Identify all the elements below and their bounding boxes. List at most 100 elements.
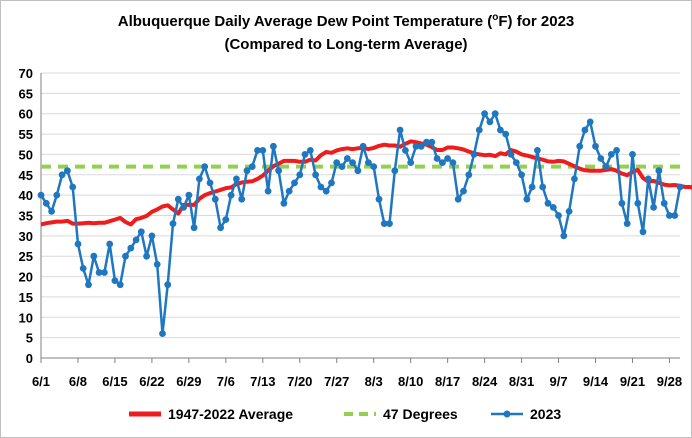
y-tick-label: 45: [19, 168, 33, 183]
data-point-2023: [502, 130, 510, 138]
data-point-2023: [101, 269, 108, 276]
data-point-2023: [153, 261, 161, 268]
data-point-2023: [549, 204, 557, 211]
data-point-2023: [238, 195, 246, 203]
data-point-2023: [402, 147, 409, 154]
x-axis: 6/1 6/8 6/15 6/22 6/29 7/6 7/13 7/20 7/27 8/3 8/10…: [32, 357, 682, 389]
data-point-2023: [417, 142, 425, 150]
data-point-2023: [164, 281, 172, 289]
data-point-2023: [259, 147, 267, 154]
data-point-2023: [544, 199, 552, 207]
x-tick-label: 9/14: [583, 374, 609, 389]
data-point-2023: [634, 199, 642, 207]
data-point-2023: [328, 179, 335, 187]
x-tick-label: 9/21: [620, 374, 645, 389]
data-point-2023: [359, 142, 367, 150]
y-tick-label: 0: [26, 351, 33, 366]
y-tick-label: 60: [19, 107, 33, 122]
data-point-2023: [433, 155, 441, 162]
data-point-2023: [650, 204, 657, 211]
data-point-2023: [629, 151, 636, 158]
data-point-2023: [74, 240, 82, 248]
data-point-2023: [343, 155, 351, 162]
legend-item-2023: 2023: [490, 403, 561, 425]
x-tick-label: 8/3: [365, 374, 383, 389]
data-point-2023: [217, 224, 225, 232]
data-point-2023: [465, 171, 473, 179]
data-point-2023: [571, 175, 578, 183]
y-tick-label: 30: [19, 229, 33, 244]
data-point-2023: [312, 171, 319, 179]
data-point-2023: [528, 183, 536, 191]
data-point-2023: [306, 147, 314, 154]
data-point-2023: [116, 281, 124, 289]
data-point-2023: [639, 228, 647, 236]
x-tick-label: 7/6: [217, 374, 235, 389]
data-point-2023: [602, 163, 610, 171]
data-point-2023: [222, 216, 230, 224]
data-point-2023: [576, 142, 584, 150]
y-tick-label: 35: [19, 209, 33, 224]
data-point-2023: [206, 179, 214, 187]
y-tick-label: 25: [19, 249, 33, 264]
data-point-2023: [85, 281, 92, 289]
data-point-2023: [449, 159, 457, 167]
data-point-2023: [523, 195, 531, 203]
data-point-2023: [243, 167, 251, 175]
data-point-2023: [333, 159, 341, 167]
data-point-2023: [285, 187, 293, 195]
data-point-2023: [137, 228, 145, 236]
data-point-2023: [518, 171, 525, 179]
y-tick-label: 20: [19, 270, 33, 285]
x-tick-label: 9/7: [549, 374, 567, 389]
data-point-2023: [607, 151, 615, 158]
data-point-2023: [486, 118, 494, 126]
data-point-2023: [317, 183, 325, 191]
data-point-2023: [666, 212, 673, 219]
y-tick-label: 10: [19, 310, 33, 325]
data-point-2023: [338, 163, 346, 171]
x-tick-label: 8/24: [472, 374, 498, 389]
x-tick-label: 6/29: [176, 374, 201, 389]
legend-label-reference: 47 Degrees: [383, 406, 458, 422]
x-tick-label: 6/1: [32, 374, 50, 389]
data-point-2023: [169, 220, 177, 228]
data-point-2023: [428, 138, 436, 146]
data-point-2023: [148, 232, 156, 240]
legend-label-2023: 2023: [530, 406, 562, 422]
data-point-2023: [132, 236, 140, 244]
data-point-2023: [42, 199, 50, 207]
data-point-2023: [586, 118, 594, 126]
x-tick-label: 7/13: [250, 374, 275, 389]
data-point-2023: [64, 167, 71, 175]
data-point-2023: [233, 175, 240, 183]
legend-item-reference: 47 Degrees: [343, 403, 458, 425]
data-point-2023: [90, 252, 98, 260]
legend: 1947-2022 Average 47 Degrees 2023: [0, 403, 692, 425]
data-point-2023: [565, 208, 573, 215]
data-point-2023: [507, 151, 515, 158]
legend-label-average: 1947-2022 Average: [168, 406, 294, 422]
data-point-2023: [270, 142, 277, 150]
data-point-2023: [296, 171, 304, 179]
data-point-2023: [106, 240, 114, 248]
x-tick-label: 8/17: [435, 374, 460, 389]
data-point-2023: [555, 212, 562, 219]
data-point-2023: [227, 191, 235, 199]
data-point-2023: [512, 159, 520, 167]
data-point-2023: [597, 155, 605, 162]
x-tick-label: 7/20: [287, 374, 312, 389]
data-point-2023: [58, 171, 66, 179]
data-point-2023: [174, 195, 182, 203]
data-point-2023: [539, 183, 547, 191]
y-tick-label: 65: [19, 86, 33, 101]
data-point-2023: [301, 151, 309, 158]
data-point-2023: [354, 167, 362, 175]
data-point-2023: [111, 277, 119, 284]
x-tick-label: 8/10: [398, 374, 423, 389]
data-point-2023: [201, 163, 209, 171]
data-point-2023: [386, 220, 393, 228]
data-point-2023: [534, 147, 541, 154]
data-point-2023: [122, 252, 129, 260]
